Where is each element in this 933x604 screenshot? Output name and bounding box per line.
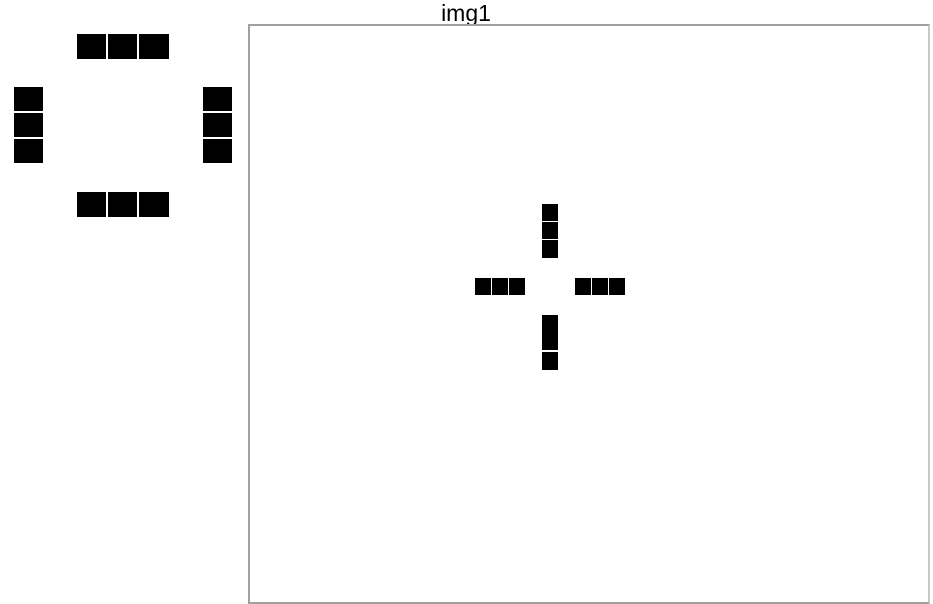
preview-tile-bottom-3 xyxy=(139,192,169,217)
preview-tile-right-1 xyxy=(203,87,232,111)
image-canvas[interactable] xyxy=(248,24,930,604)
preview-tile-left-1 xyxy=(14,87,43,111)
preview-tile-left-2 xyxy=(14,113,43,137)
cross-tile-left-3[interactable] xyxy=(509,278,525,295)
preview-tile-top-2 xyxy=(108,34,137,59)
preview-tile-bottom-1 xyxy=(77,192,106,217)
cross-tile-right-3[interactable] xyxy=(609,278,625,295)
preview-tile-bottom-2 xyxy=(108,192,137,217)
cross-tile-top-3[interactable] xyxy=(542,240,558,258)
cross-tile-top-2[interactable] xyxy=(542,222,558,239)
cross-tile-top-1[interactable] xyxy=(542,204,558,221)
preview-tile-top-3 xyxy=(139,34,169,59)
cross-tile-left-2[interactable] xyxy=(492,278,508,295)
preview-tile-right-2 xyxy=(203,113,232,137)
cross-tile-right-1[interactable] xyxy=(575,278,591,295)
cross-tile-left-1[interactable] xyxy=(475,278,491,295)
canvas-title: img1 xyxy=(441,0,491,26)
cross-tile-bottom-3[interactable] xyxy=(542,352,558,370)
cross-tile-bottom-1[interactable] xyxy=(542,315,558,333)
cross-tile-bottom-2[interactable] xyxy=(542,333,558,350)
preview-tile-right-3 xyxy=(203,139,232,163)
cross-tile-right-2[interactable] xyxy=(592,278,608,295)
preview-tile-left-3 xyxy=(14,139,43,163)
preview-tile-top-1 xyxy=(77,34,106,59)
